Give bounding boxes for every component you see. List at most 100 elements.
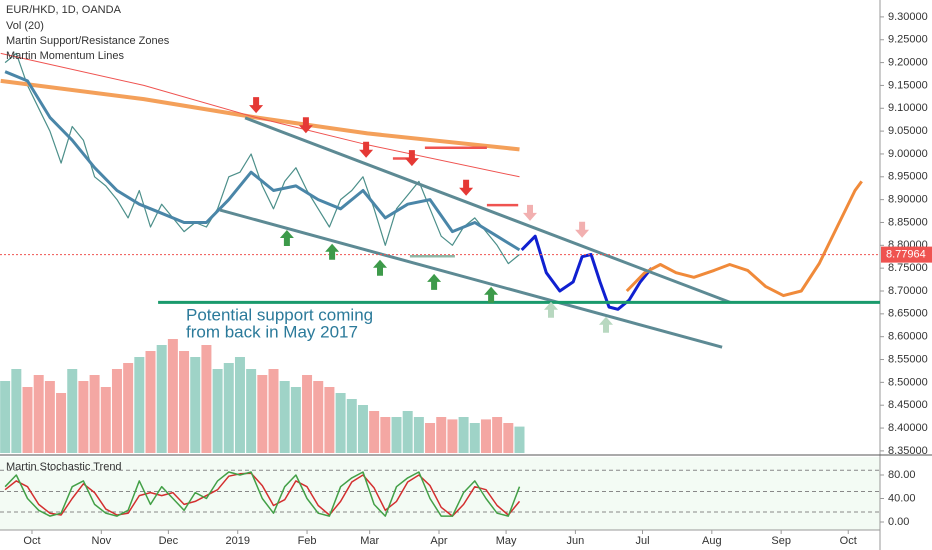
up-arrow	[373, 259, 387, 276]
volume-bar	[469, 423, 480, 453]
up-arrow	[599, 316, 613, 333]
volume-bar	[190, 357, 201, 453]
marks	[0, 52, 880, 517]
volume-bar	[156, 345, 167, 453]
x-tick-label: Oct	[23, 535, 40, 547]
volume-bar	[145, 351, 156, 453]
up-arrow	[325, 243, 340, 260]
last-price-tag	[881, 246, 932, 263]
y-tick-label: 9.10000	[888, 102, 928, 114]
x-tick-label: Sep	[771, 535, 791, 547]
volume-bar	[357, 405, 368, 453]
y-tick-label: 8.50000	[888, 376, 928, 388]
y-tick-label: 0.00	[888, 516, 909, 528]
volume-bar	[56, 393, 67, 453]
y-tick-label: 40.00	[888, 492, 916, 504]
volume-bar	[123, 363, 134, 453]
x-tick-label: Feb	[298, 535, 317, 547]
volume-bar	[447, 419, 458, 453]
y-tick-label: 9.00000	[888, 148, 928, 160]
volume-bar	[458, 417, 469, 453]
volume-bar	[11, 369, 22, 453]
y-tick-label: 8.40000	[888, 422, 928, 434]
volume-bar	[492, 417, 503, 453]
y-tick-label: 9.05000	[888, 125, 928, 137]
x-tick-label: May	[496, 535, 517, 547]
volume-bar	[380, 417, 391, 453]
y-tick-label: 8.60000	[888, 331, 928, 343]
y-tick-label: 8.95000	[888, 171, 928, 183]
stochastic-pane	[0, 457, 880, 530]
volume-bar	[111, 369, 122, 453]
volume-bar	[503, 423, 514, 453]
price-line	[520, 234, 653, 311]
volume-bar	[324, 387, 335, 453]
x-tick-label: Nov	[92, 535, 112, 547]
y-tick-label: 8.55000	[888, 353, 928, 365]
volume-bar	[514, 426, 525, 453]
y-tick-label: 80.00	[888, 469, 916, 481]
x-tick-label: Jul	[635, 535, 649, 547]
volume-bar	[0, 381, 11, 453]
indicator-label: Martin Momentum Lines	[6, 50, 124, 62]
y-tick-label: 8.45000	[888, 399, 928, 411]
x-tick-label: Jun	[567, 535, 585, 547]
price-line	[4, 70, 521, 252]
x-tick-label: Apr	[430, 535, 447, 547]
y-tick-label: 9.15000	[888, 79, 928, 91]
volume-bar	[268, 369, 279, 453]
y-tick-label: 8.65000	[888, 308, 928, 320]
price-line	[625, 180, 863, 298]
y-tick-label: 8.90000	[888, 194, 928, 206]
down-arrow	[523, 204, 537, 221]
volume-bar	[167, 339, 178, 453]
up-arrow	[544, 301, 558, 318]
y-tick-label: 8.70000	[888, 285, 928, 297]
chart-title: EUR/HKD, 1D, OANDA	[6, 4, 122, 16]
trend-line	[244, 116, 731, 304]
volume-bar	[78, 381, 89, 453]
volume-bar	[369, 411, 380, 453]
y-tick-label: 9.25000	[888, 34, 928, 46]
y-tick-label: 9.30000	[888, 11, 928, 23]
volume-bar	[391, 417, 402, 453]
volume-bar	[234, 357, 245, 453]
x-tick-label: Oct	[840, 535, 857, 547]
annotation: from back in May 2017	[186, 322, 358, 341]
volume-bar	[425, 423, 436, 453]
x-tick-label: 2019	[225, 535, 249, 547]
down-arrow	[249, 97, 264, 114]
volume-bar	[212, 369, 223, 453]
volume-bar	[223, 363, 234, 453]
volume-bar	[67, 369, 78, 453]
x-tick-label: Dec	[159, 535, 179, 547]
volume-bar	[22, 387, 33, 453]
up-arrow	[279, 230, 294, 246]
volume-bar	[89, 375, 100, 453]
annotation: Potential support coming	[186, 305, 373, 324]
y-tick-label: 8.35000	[888, 445, 928, 457]
volume-bar	[346, 399, 357, 453]
volume-bar	[402, 411, 413, 453]
volume-bar	[100, 387, 111, 453]
volume-bar	[436, 417, 447, 453]
stochastic-title: Martin Stochastic Trend	[6, 461, 122, 473]
volume-bar	[257, 375, 268, 453]
volume-bar	[201, 345, 212, 453]
x-tick-label: Aug	[702, 535, 722, 547]
y-tick-label: 9.20000	[888, 56, 928, 68]
volume-bar	[134, 357, 145, 453]
down-arrow	[298, 117, 313, 134]
up-arrow	[427, 273, 442, 290]
volume-bar	[246, 369, 257, 453]
volume-bar	[290, 387, 301, 453]
price-line	[4, 52, 520, 265]
y-tick-label: 8.75000	[888, 262, 928, 274]
down-arrow	[575, 221, 590, 238]
volume-bar	[302, 375, 313, 453]
volume-bar	[179, 351, 190, 453]
stochastic-line	[4, 472, 521, 517]
up-arrow	[484, 286, 499, 303]
volume-bar	[313, 381, 324, 453]
trend-line	[219, 208, 723, 349]
